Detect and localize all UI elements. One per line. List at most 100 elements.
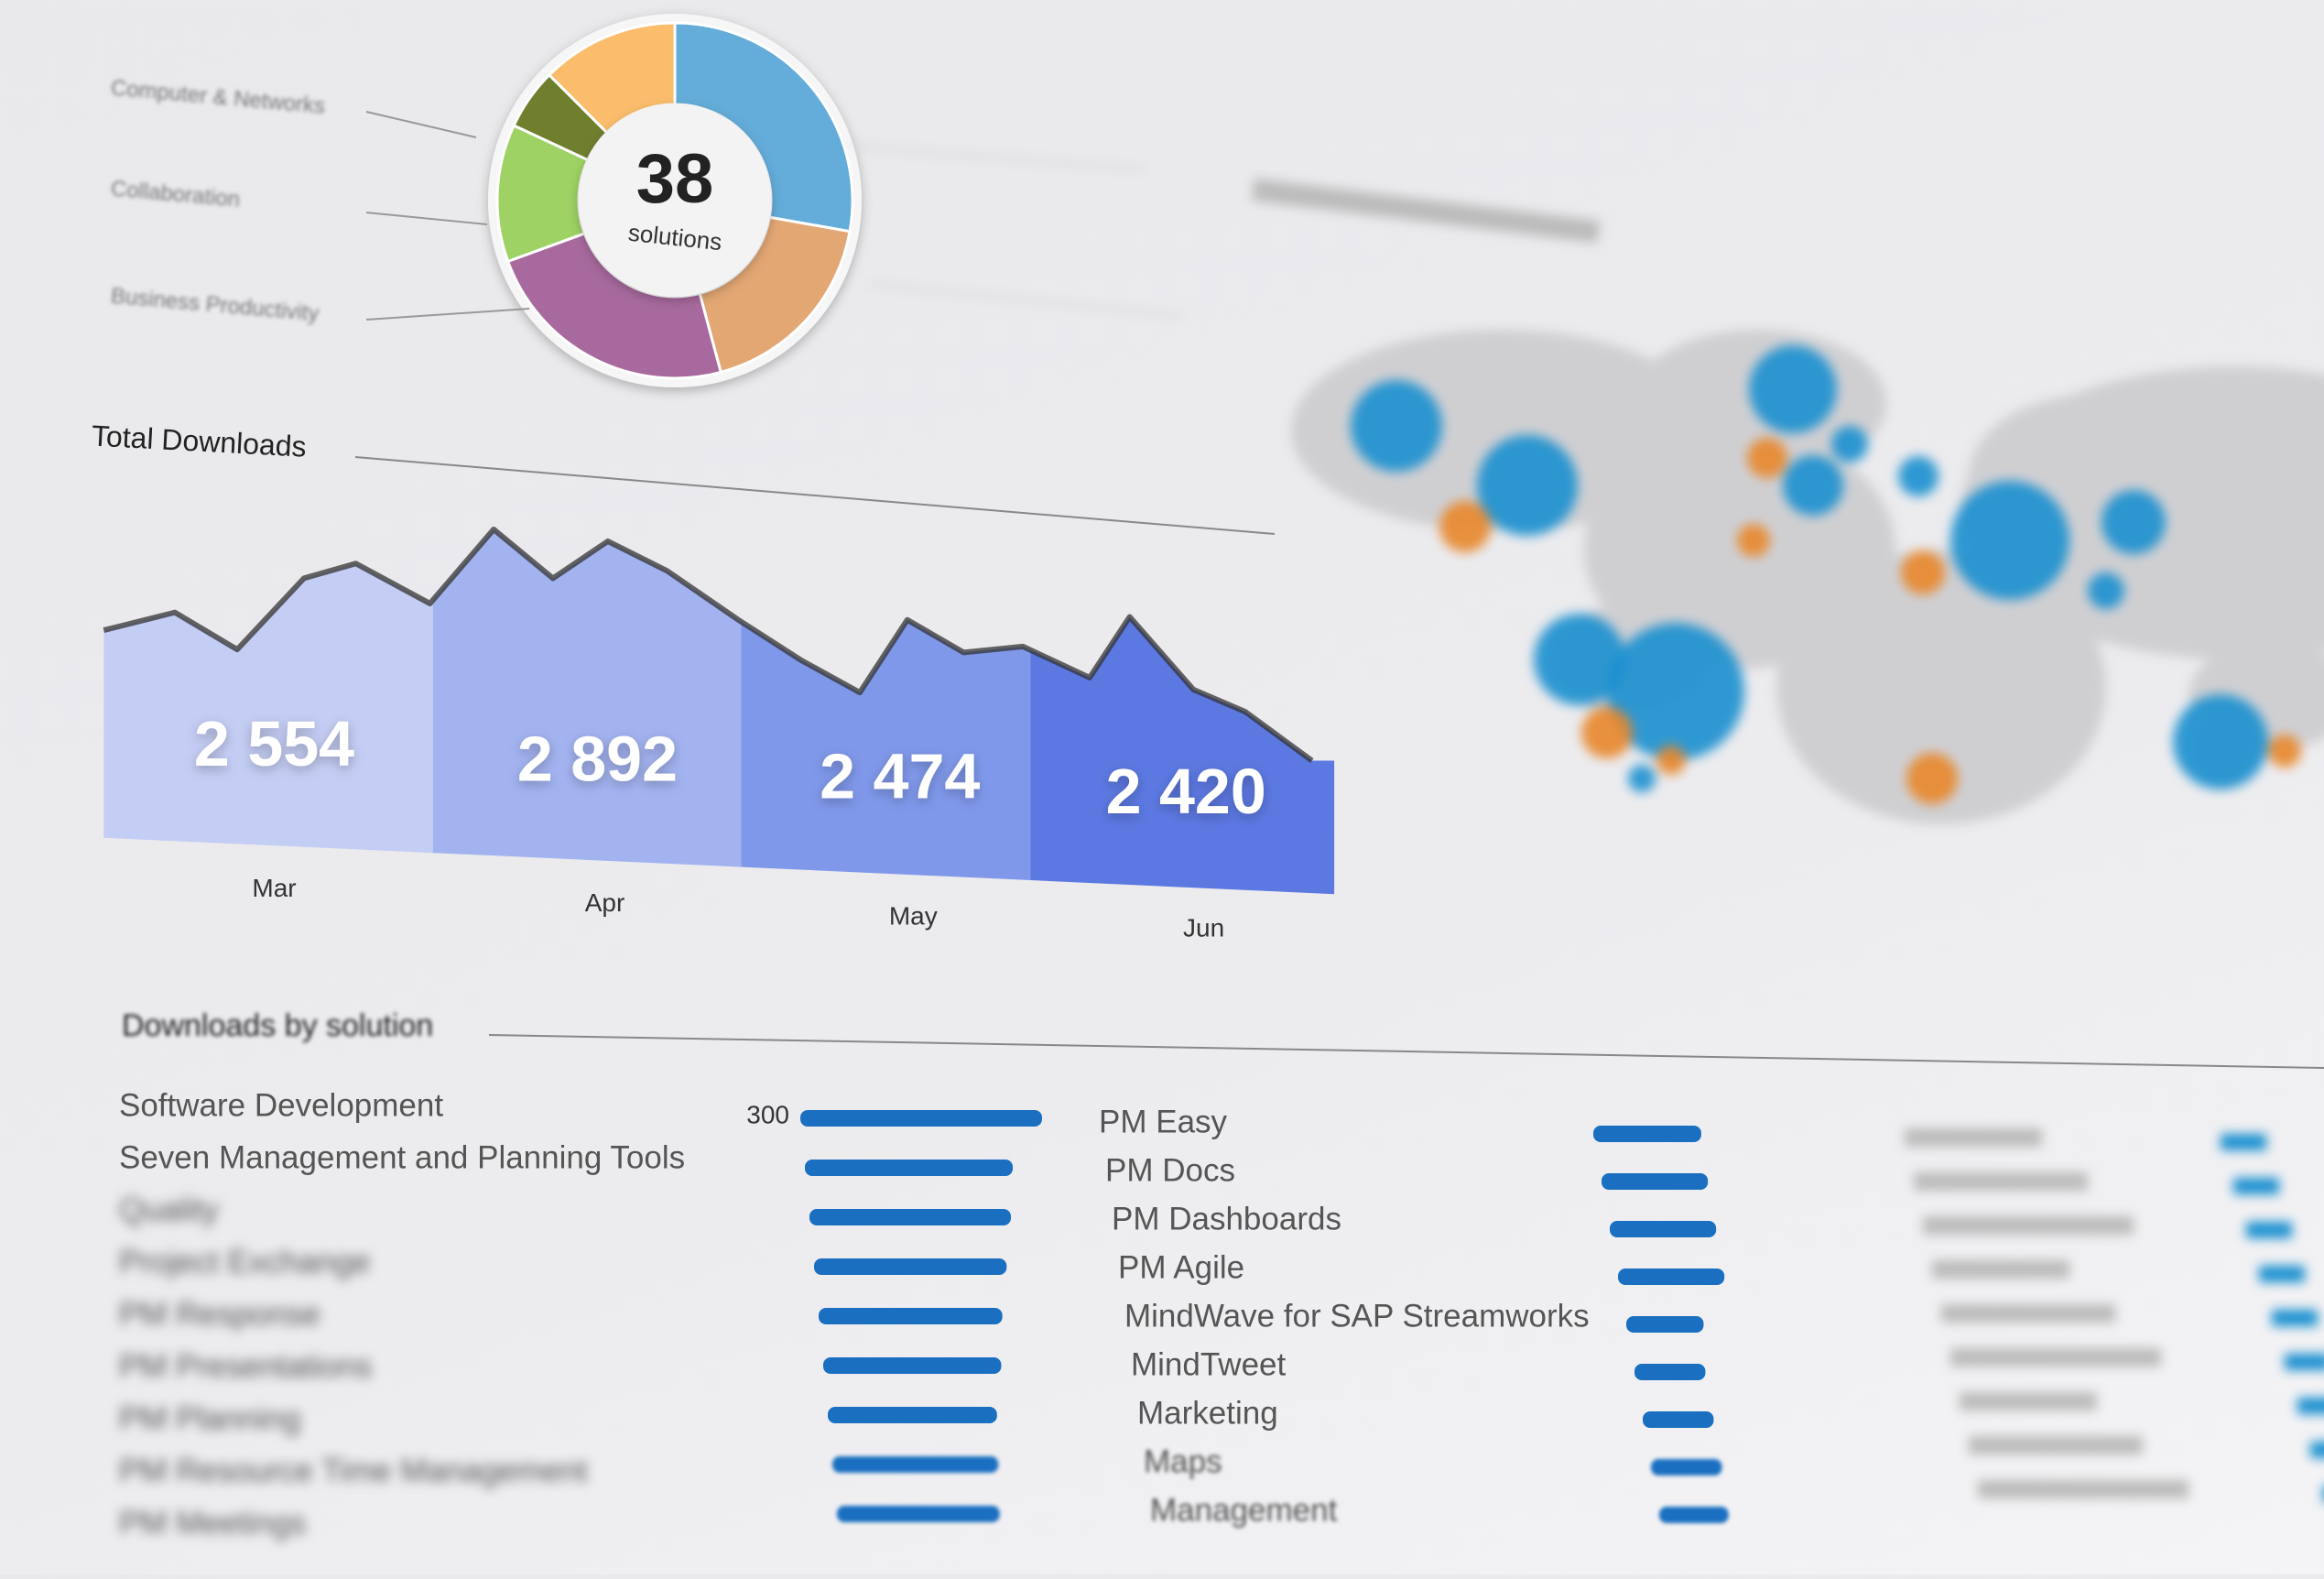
map-bubble	[1628, 765, 1656, 792]
blurred-label	[1923, 1216, 2134, 1235]
solution-name: MindTweet	[1131, 1346, 1287, 1382]
blurred-label	[1969, 1436, 2143, 1454]
map-title-placeholder	[1252, 178, 1601, 244]
solution-bar	[800, 1110, 1042, 1127]
bar-value-label: 300	[746, 1100, 789, 1128]
solution-bar	[832, 1456, 999, 1473]
leader-line	[869, 283, 1182, 317]
map-bubble	[2173, 694, 2268, 790]
solution-bar	[1626, 1316, 1704, 1333]
map-bubble	[1656, 746, 1686, 775]
period-month: Jun	[1183, 914, 1224, 942]
donut-hole	[579, 104, 771, 297]
period-value: 2 892	[517, 723, 678, 794]
solution-name: Marketing	[1137, 1395, 1278, 1431]
map-bubble	[1737, 524, 1770, 557]
solution-name: Maps	[1144, 1443, 1222, 1479]
map-bubble	[1950, 481, 2069, 600]
blurred-bar	[2221, 1134, 2266, 1150]
leader-line	[851, 146, 1146, 170]
solution-bar	[1593, 1126, 1701, 1142]
downloads-by-solution-panel: Downloads by solution Software Developmen…	[119, 1008, 2324, 1541]
donut-label: Collaboration	[110, 176, 241, 212]
solution-bar	[814, 1258, 1007, 1275]
continent	[1776, 550, 2106, 824]
map-bubble	[1477, 435, 1578, 536]
map-bubble	[1749, 345, 1837, 433]
map-bubble	[1901, 550, 1945, 594]
solution-name: Quality	[119, 1192, 219, 1227]
solution-bar	[1618, 1269, 1725, 1285]
solution-bar	[1651, 1459, 1722, 1476]
solution-name: Seven Management and Planning Tools	[119, 1139, 685, 1175]
blurred-bar	[2310, 1442, 2324, 1458]
area-segment	[432, 528, 742, 867]
period-value: 2 474	[820, 741, 980, 812]
solution-name: PM Easy	[1099, 1104, 1228, 1139]
map-bubble	[1747, 438, 1787, 478]
section-title: Total Downloads	[91, 419, 307, 463]
map-bubble	[1439, 501, 1491, 552]
solution-bar	[828, 1407, 997, 1423]
map-bubble	[1831, 426, 1868, 463]
solution-bar	[823, 1357, 1002, 1374]
map-bubble	[1581, 707, 1633, 758]
solution-name: PM Dashboards	[1112, 1201, 1341, 1236]
trend-line	[103, 526, 1314, 763]
solution-bar	[1659, 1507, 1729, 1523]
solution-name: PM Resource Time Management	[119, 1453, 588, 1488]
world-map	[1252, 178, 2324, 824]
solution-bar	[809, 1209, 1011, 1225]
solution-name: PM Response	[119, 1296, 320, 1332]
area-segment	[741, 619, 1031, 881]
solution-bar	[1602, 1173, 1709, 1190]
blurred-bar	[2272, 1310, 2318, 1326]
solution-name: Management	[1150, 1492, 1338, 1528]
total-downloads-panel: Total Downloads 2 554 Mar 2 892 Apr 2 474 May 2…	[91, 419, 1335, 942]
blurred-bar	[2246, 1222, 2292, 1238]
leader-line	[365, 212, 488, 225]
solution-name: PM Meetings	[119, 1505, 306, 1541]
solution-name: PM Planning	[119, 1400, 300, 1436]
blurred-label	[1960, 1392, 2097, 1410]
period-value: 2 554	[194, 708, 354, 779]
blurred-label	[1932, 1260, 2069, 1279]
solution-bar	[1643, 1411, 1714, 1428]
map-bubble	[1607, 623, 1744, 760]
map-bubble	[1906, 753, 1958, 804]
solution-name: Project Exchange	[119, 1244, 370, 1280]
area-segment	[103, 563, 433, 854]
map-bubble	[2088, 572, 2124, 609]
blurred-label	[1905, 1128, 2042, 1147]
map-bubble	[1351, 380, 1442, 472]
section-title: Downloads by solution	[122, 1008, 433, 1043]
solution-bar	[819, 1308, 1003, 1324]
period-value: 2 420	[1106, 756, 1266, 827]
blurred-label	[1941, 1304, 2115, 1323]
solution-name: Software Development	[119, 1087, 443, 1123]
solution-name: PM Presentations	[119, 1348, 372, 1384]
map-bubble	[2101, 490, 2166, 554]
solution-bar	[1610, 1221, 1717, 1237]
donut-label: Computer & Networks	[110, 75, 326, 118]
donut-label: Business Productivity	[110, 283, 320, 326]
blurred-label	[1978, 1480, 2188, 1498]
solution-name: MindWave for SAP Streamworks	[1124, 1298, 1590, 1334]
solution-name: PM Docs	[1105, 1152, 1235, 1188]
solution-bar	[837, 1506, 1000, 1522]
blurred-label	[1914, 1172, 2088, 1191]
area-segment	[1030, 616, 1335, 895]
solution-name: PM Agile	[1118, 1249, 1244, 1285]
blurred-bar	[2285, 1354, 2324, 1370]
solution-bar	[805, 1160, 1014, 1176]
blurred-bar	[2259, 1266, 2305, 1282]
map-bubble	[1783, 455, 1843, 516]
leader-line	[365, 308, 530, 321]
blurred-bar	[2233, 1178, 2279, 1194]
period-month: May	[889, 902, 938, 931]
map-bubble	[1534, 614, 1625, 705]
title-rule	[488, 1034, 2324, 1069]
blurred-bar	[2297, 1398, 2324, 1414]
